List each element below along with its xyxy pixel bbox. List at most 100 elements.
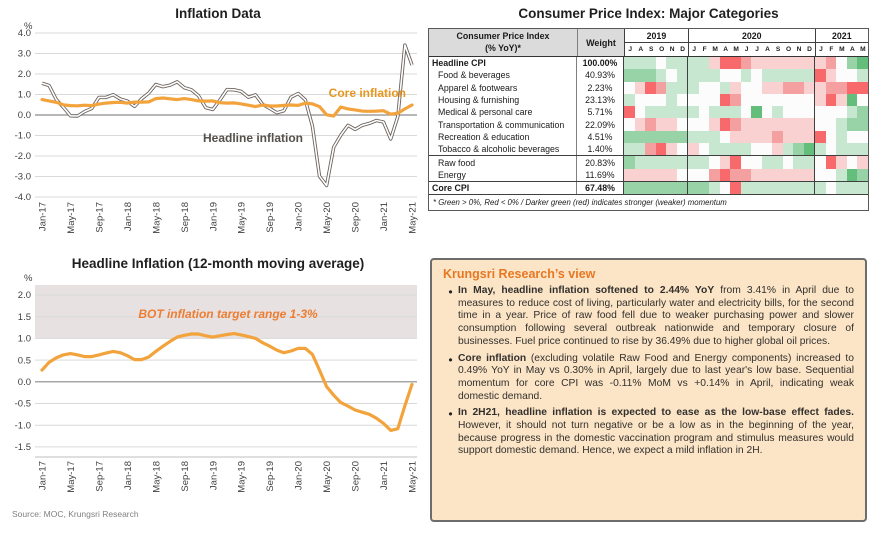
heatmap-cell <box>751 156 762 169</box>
svg-text:Sep-19: Sep-19 <box>265 202 276 233</box>
heatmap-cell <box>825 168 837 181</box>
heatmap-cell <box>698 156 710 169</box>
heatmap-cell <box>730 57 741 70</box>
heatmap-cell <box>761 93 773 107</box>
heatmap-cell <box>624 118 635 131</box>
heatmap-cell <box>793 69 804 82</box>
heatmap-cell <box>634 69 646 82</box>
svg-text:-2.0: -2.0 <box>15 151 31 162</box>
heatmap-cell <box>846 81 858 94</box>
months-header: 2019 2020 2021 J A S O N D J F M A M J J A S O N D J F M A M <box>625 29 868 56</box>
heatmap-cell <box>709 181 720 195</box>
heatmap-cell <box>719 57 731 70</box>
heatmap-cell <box>857 156 868 169</box>
heatmap-cell <box>688 156 699 169</box>
heatmap-cell <box>688 168 699 181</box>
heatmap-cell <box>698 143 710 156</box>
heatmap-cell <box>803 93 816 107</box>
heatmap-cell <box>666 168 677 181</box>
heatmap-cell <box>645 81 656 94</box>
heatmap-cell <box>719 93 731 107</box>
heatmap-cell <box>676 106 689 119</box>
heatmap-cell <box>836 156 847 169</box>
svg-text:0.5: 0.5 <box>18 355 31 366</box>
heatmap-cell <box>761 156 773 169</box>
svg-text:Jan-17: Jan-17 <box>38 202 49 231</box>
table-row: Transportation & communication 22.09% <box>429 118 868 131</box>
svg-text:Jan-19: Jan-19 <box>208 202 219 231</box>
svg-text:May-17: May-17 <box>66 461 77 493</box>
heatmap-cell <box>740 143 752 156</box>
heatmap-cell <box>688 57 699 70</box>
table-row: Housing & furnishing 23.13% <box>429 93 868 107</box>
heatmap-cell <box>698 106 710 119</box>
research-view-box: Krungsri Research’s view ● In May, headl… <box>430 258 867 522</box>
heatmap-cell <box>772 181 783 195</box>
heatmap-cell <box>688 143 699 156</box>
heatmap-cell <box>709 143 720 156</box>
heatmap-cell <box>645 156 656 169</box>
heatmap-cell <box>709 156 720 169</box>
heatmap-cell <box>815 156 826 169</box>
heatmap-cell <box>676 81 689 94</box>
heatmap-cell <box>772 69 783 82</box>
heatmap-cell <box>782 130 794 144</box>
heatmap-cell <box>825 57 837 70</box>
heatmap-cell <box>688 69 699 82</box>
heatmap-cell <box>772 106 783 119</box>
row-weight: 40.93% <box>577 69 624 82</box>
svg-text:Jan-18: Jan-18 <box>123 202 134 231</box>
cpi-table-section: Consumer Price Index: Major Categories C… <box>428 6 869 212</box>
month-header: N <box>796 46 802 53</box>
heatmap-cell <box>730 93 741 107</box>
heatmap-cell <box>730 106 741 119</box>
month-header: D <box>677 43 689 56</box>
heatmap-cell <box>666 181 677 195</box>
heatmap-cell <box>645 93 656 107</box>
month-header: D <box>804 43 816 56</box>
heatmap-cell <box>815 181 826 195</box>
svg-text:May-18: May-18 <box>151 461 162 493</box>
heatmap-cell <box>857 143 868 156</box>
heatmap-cell <box>846 156 858 169</box>
svg-text:-1.0: -1.0 <box>15 131 31 142</box>
heatmap-cell <box>624 143 635 156</box>
heatmap-cell <box>655 130 667 144</box>
month-header: A <box>850 46 855 53</box>
heatmap-cell <box>846 57 858 70</box>
heatmap-cell <box>709 106 720 119</box>
month-header: J <box>744 46 749 53</box>
heatmap-cell <box>698 81 710 94</box>
heatmap-cell <box>751 81 762 94</box>
heatmap-cell <box>709 168 720 181</box>
ma-chart-title: Headline Inflation (12-month moving aver… <box>71 256 365 271</box>
table-row: Core CPI 67.48% <box>429 180 868 195</box>
row-weight: 4.51% <box>577 130 624 144</box>
heatmap-cell <box>698 93 710 107</box>
heatmap-cell <box>772 93 783 107</box>
heatmap-cell <box>793 143 804 156</box>
svg-text:1.0: 1.0 <box>18 334 31 345</box>
heatmap-cell <box>730 118 741 131</box>
svg-text:Jan-20: Jan-20 <box>294 461 305 490</box>
view-bullet: ● Core inflation (excluding volatile Raw… <box>443 353 854 404</box>
heatmap-cell <box>803 168 816 181</box>
table-footnote: * Green > 0%, Red < 0% / Darker green (r… <box>429 194 868 210</box>
heatmap-cell <box>709 69 720 82</box>
row-weight: 67.48% <box>577 181 624 195</box>
heatmap-cell <box>676 130 689 144</box>
heatmap-cell <box>815 106 826 119</box>
heatmap-cell <box>634 57 646 70</box>
svg-text:Jan-17: Jan-17 <box>38 461 49 490</box>
heatmap-cell <box>772 168 783 181</box>
svg-text:Jan-20: Jan-20 <box>294 202 305 231</box>
svg-text:Jan-21: Jan-21 <box>379 202 390 231</box>
heatmap-cell <box>836 143 847 156</box>
heatmap-cell <box>655 57 667 70</box>
heatmap-cell <box>782 69 794 82</box>
heatmap-cell <box>803 156 816 169</box>
svg-text:May-17: May-17 <box>66 202 77 234</box>
heatmap-cell <box>624 81 635 94</box>
heatmap-cell <box>782 57 794 70</box>
heatmap-cell <box>761 143 773 156</box>
